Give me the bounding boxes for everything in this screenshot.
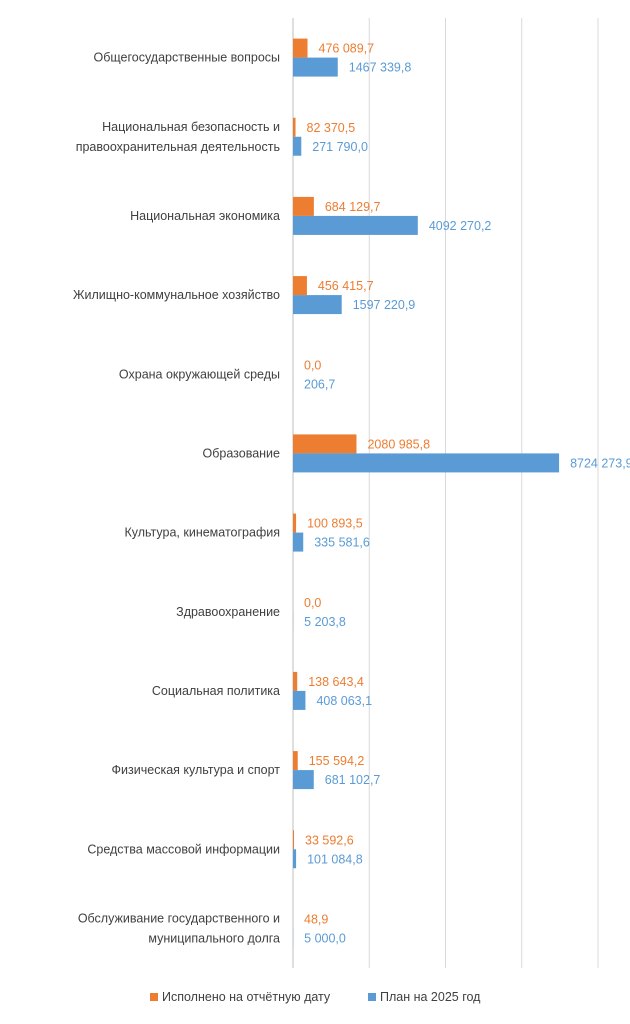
data-label-plan: 408 063,1 [316,694,372,708]
data-label-executed: 100 893,5 [307,517,363,531]
bar-plan [293,295,342,315]
bar-executed [293,671,298,691]
bar-plan [293,690,306,710]
category-label: Охрана окружающей среды [119,367,280,381]
category-label: Средства массовой информации [87,842,280,856]
legend-item-plan-swatch [368,993,376,1001]
category-label: Культура, кинематография [124,526,280,540]
bar-executed [293,117,296,137]
bar-executed [293,196,314,216]
data-label-plan: 681 102,7 [325,773,381,787]
data-label-executed: 456 415,7 [318,279,374,293]
bar-plan [293,136,302,156]
legend-item-plan-label: План на 2025 год [380,990,481,1004]
bar-executed [293,434,357,454]
bar-plan [293,215,418,235]
data-label-executed: 155 594,2 [309,754,365,768]
category-label: Национальная экономика [130,209,280,223]
data-label-executed: 82 370,5 [307,121,356,135]
gridlines [292,18,599,968]
data-label-executed: 33 592,6 [305,833,354,847]
legend-item-executed-label: Исполнено на отчётную дату [162,990,331,1004]
category-label: Национальная безопасность и правоохраните… [76,120,280,154]
data-label-executed: 476 089,7 [319,42,375,56]
category-label: Социальная политика [152,684,280,698]
category-label: Общегосударственные вопросы [94,51,281,65]
category-label: Образование [203,446,281,460]
data-labels: 476 089,7 1467 339,8 82 370,5 271 790,0 684 … [304,42,630,946]
data-label-executed: 0,0 [304,596,321,610]
data-label-plan: 206,7 [304,377,335,391]
bar-plan [293,849,297,869]
data-label-executed: 48,9 [304,912,328,926]
data-label-plan: 4092 270,2 [429,219,492,233]
data-label-executed: 0,0 [304,358,321,372]
legend-item-executed-swatch [150,993,158,1001]
category-label: Обслуживание государственного и муниципал… [78,911,280,945]
category-labels: Общегосударственные вопросы Национальная … [73,51,280,946]
bars [293,38,560,948]
data-label-plan: 101 084,8 [307,852,363,866]
category-label: Физическая культура и спорт [112,763,281,777]
bar-executed [293,513,297,533]
bar-plan [293,57,338,77]
data-label-plan: 5 203,8 [304,615,346,629]
bar-executed [293,830,295,850]
legend: Исполнено на отчётную дату План на 2025 г… [150,990,481,1004]
data-label-executed: 684 129,7 [325,200,381,214]
data-label-plan: 335 581,6 [314,536,370,550]
bar-plan [293,532,304,552]
data-label-plan: 1467 339,8 [349,61,412,75]
data-label-executed: 138 643,4 [308,675,364,689]
bar-executed [293,38,308,58]
bar-plan [293,453,560,473]
data-label-executed: 2080 985,8 [367,437,430,451]
bar-executed [293,276,307,296]
data-label-plan: 271 790,0 [312,140,368,154]
data-label-plan: 5 000,0 [304,931,346,945]
data-label-plan: 1597 220,9 [353,298,416,312]
category-label: Жилищно-коммунальное хозяйство [73,288,280,302]
bar-executed [293,751,298,771]
category-label: Здравоохранение [176,605,280,619]
data-label-plan: 8724 273,9 [570,456,630,470]
bar-plan [293,770,314,790]
